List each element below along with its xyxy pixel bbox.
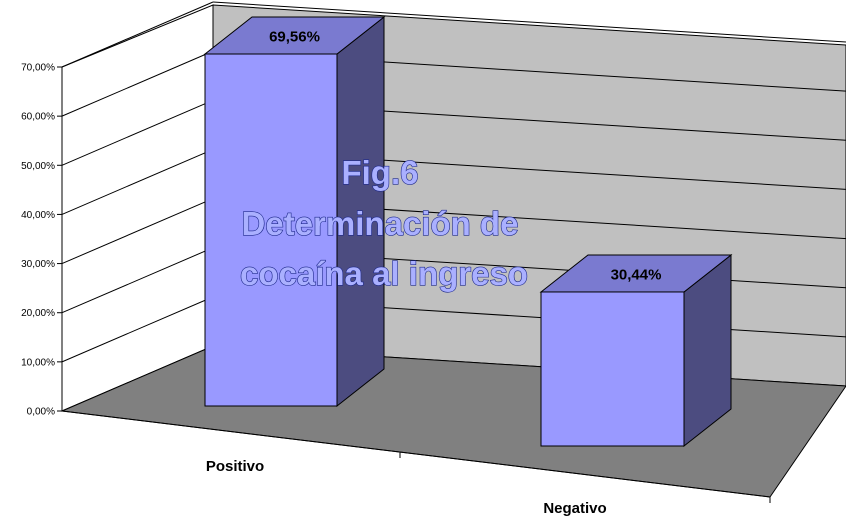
data-label: 69,56% xyxy=(269,29,320,46)
y-tick-label: 40,00% xyxy=(21,210,55,221)
gridline xyxy=(61,1,214,68)
y-tick-label: 30,00% xyxy=(21,259,55,270)
gridline xyxy=(61,296,214,363)
gridline xyxy=(61,99,214,166)
gridline xyxy=(61,50,214,117)
chart-title-line-3: cocaína al ingreso xyxy=(240,255,528,292)
bar-front xyxy=(540,291,685,447)
bar: 69,56% xyxy=(203,15,386,408)
gridline xyxy=(61,148,214,215)
chart-title-line-2: Determinación de xyxy=(242,205,519,242)
y-axis-ticks: 0,00% 10,00% 20,00% 30,00% 40,00% 50,00% 60,00… xyxy=(21,63,62,418)
y-tick-label: 20,00% xyxy=(21,308,55,319)
category-label: Positivo xyxy=(206,458,264,475)
y-tick-label: 0,00% xyxy=(27,407,55,418)
gridline xyxy=(61,198,214,265)
y-tick-label: 60,00% xyxy=(21,112,55,123)
category-label: Negativo xyxy=(543,500,606,517)
category-labels: Positivo Negativo xyxy=(206,458,607,517)
chart-title-line-1: Fig.6 xyxy=(341,154,418,191)
data-label: 30,44% xyxy=(611,266,662,283)
y-tick-label: 70,00% xyxy=(21,63,55,74)
bar-front xyxy=(204,53,338,407)
gridline xyxy=(212,1,846,43)
bar: 30,44% xyxy=(539,253,733,448)
y-tick-label: 50,00% xyxy=(21,161,55,172)
gridline xyxy=(61,247,214,314)
y-tick-label: 10,00% xyxy=(21,357,55,368)
bars: 69,56% 30,44% xyxy=(203,15,733,448)
x-axis xyxy=(61,410,771,498)
